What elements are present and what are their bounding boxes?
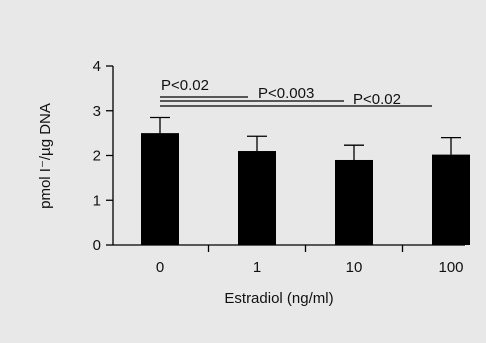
y-tick-label: 0 — [93, 237, 101, 254]
y-tick-label: 4 — [93, 58, 101, 75]
bar — [432, 154, 470, 245]
significance-annotations: P<0.02 P<0.003 P<0.02 — [160, 77, 432, 108]
significance-label: P<0.003 — [258, 85, 314, 102]
significance-label: P<0.02 — [353, 91, 401, 108]
y-tick-label: 3 — [93, 103, 101, 120]
x-tick-label: 10 — [346, 259, 363, 276]
y-tick-label: 2 — [93, 148, 101, 165]
x-tick-label: 100 — [438, 259, 463, 276]
bar — [335, 159, 373, 245]
x-axis-label: Estradiol (ng/ml) — [224, 290, 333, 307]
bar — [238, 151, 276, 245]
bar — [141, 133, 179, 245]
bars: 0 1 10 100 — [141, 116, 470, 276]
x-tick-label: 0 — [156, 259, 164, 276]
y-tick-label: 1 — [93, 192, 101, 209]
y-axis-label: pmol I⁻/µg DNA — [37, 103, 54, 209]
x-tick-label: 1 — [253, 259, 261, 276]
significance-label: P<0.02 — [161, 77, 209, 94]
